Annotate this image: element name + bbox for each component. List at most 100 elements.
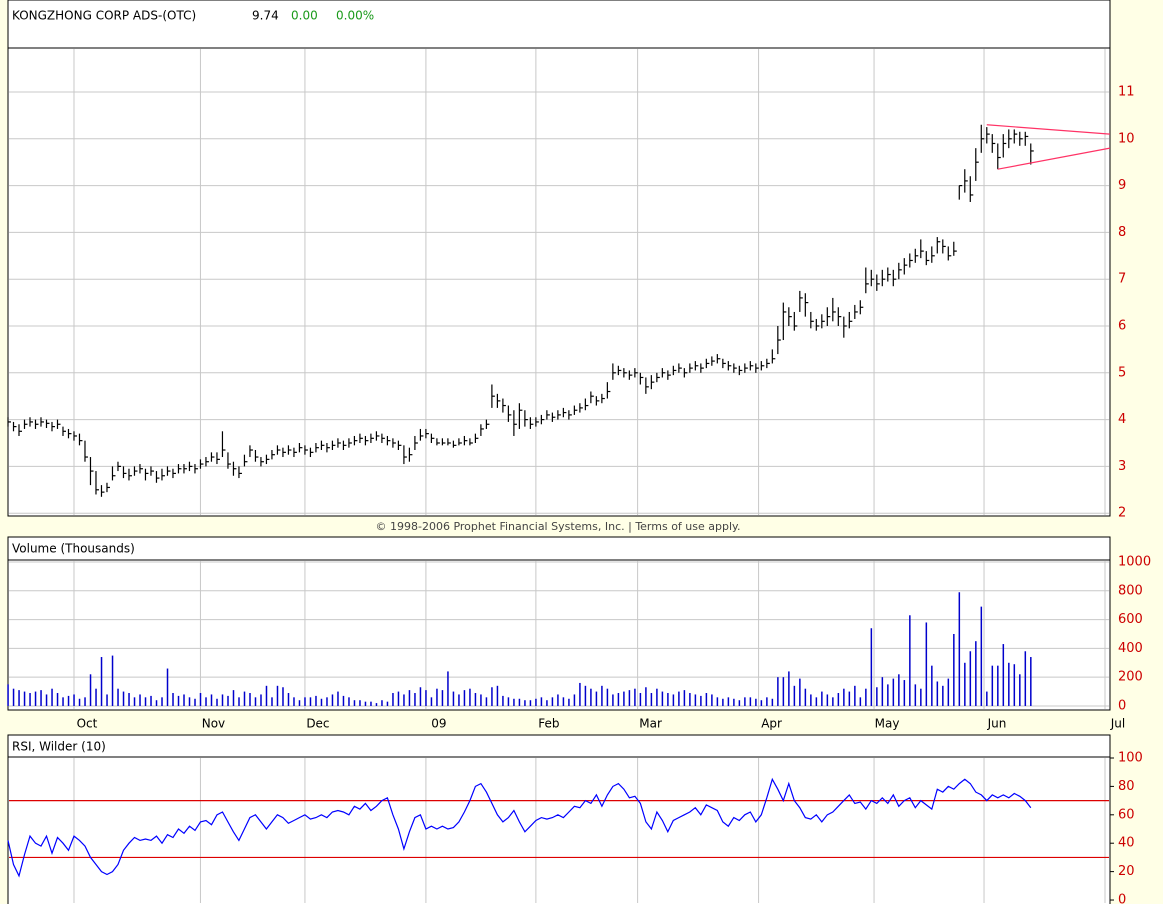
volume-bar [617,693,620,706]
trend-line [997,147,1111,170]
volume-bar [546,700,548,706]
volume-bar [392,693,394,706]
volume-bar [755,698,757,706]
volume-bar [914,684,917,706]
volume-bar [634,688,636,706]
volume-bar [843,688,845,706]
volume-bar [953,633,955,706]
volume-bar [876,687,878,706]
volume-bar [414,693,416,706]
volume-bar [738,700,741,706]
volume-bar [936,681,939,706]
volume-bar [221,694,224,706]
volume-bar [117,688,119,706]
volume-bar [408,690,411,706]
volume-bar [337,691,339,706]
volume-bar [150,695,152,706]
volume-bar [832,697,834,706]
volume-bar [375,703,378,706]
volume-bar [623,691,625,706]
y-tick-label: 60 [1118,807,1135,822]
volume-bar [711,694,713,706]
volume-bar [177,695,180,706]
volume-bar [744,697,746,706]
volume-bar [1030,657,1032,706]
volume-bar [678,691,680,706]
volume-bar [590,688,592,706]
volume-bar [595,691,598,706]
volume-bar [524,700,526,706]
volume-bar [837,693,840,706]
volume-bar [969,651,972,706]
x-tick-label: Oct [77,717,98,731]
volume-bar [216,698,218,706]
volume-bar [865,688,867,706]
x-tick-label: Jun [987,717,1007,731]
volume-bar [733,698,735,706]
volume-bar [628,690,631,706]
volume-bar [474,693,477,706]
header-change-pct: 0.00% [336,9,374,23]
volume-bar [601,685,603,706]
volume-bar [452,691,455,706]
volume-bar [260,694,262,706]
volume-bar [298,700,301,706]
y-tick-label: 4 [1118,412,1126,427]
volume-bar [67,695,70,706]
volume-bar [469,688,471,706]
volume-bar [243,691,246,706]
x-tick-label: Mar [639,717,662,731]
volume-bar [656,688,658,706]
volume-bar [282,687,284,706]
volume-bar [788,671,790,706]
volume-bar [436,688,438,706]
volume-bar [573,694,576,706]
volume-bar [320,698,323,706]
y-tick-label: 6 [1118,318,1126,333]
volume-bar [766,697,768,706]
volume-bar [925,622,928,706]
copyright: © 1998-2006 Prophet Financial Systems, I… [376,520,741,533]
volume-bar [315,695,317,706]
volume-bar [997,665,999,706]
volume-bar [441,690,444,706]
volume-bar [507,697,510,706]
volume-bar [381,700,383,706]
x-tick-label: Nov [202,717,225,731]
volume-bar [1013,664,1016,706]
volume-bar [491,687,493,706]
volume-bar [551,697,554,706]
y-tick-label: 5 [1118,365,1126,380]
volume-bar [799,678,801,706]
volume-bar [1002,644,1005,706]
volume-bar [826,694,829,706]
volume-panel [7,536,1111,711]
volume-bar [991,665,994,706]
y-tick-label: 0 [1118,698,1126,713]
y-tick-label: 8 [1118,225,1126,240]
volume-bar [513,698,515,706]
volume-bar [364,701,367,706]
volume-bar [859,697,862,706]
volume-bar [155,700,158,706]
volume-bar [958,592,961,706]
volume-bar [1019,674,1021,706]
volume-bar [227,695,229,706]
volume-bar [529,700,532,706]
volume-bar [694,694,697,706]
volume-bar [199,693,202,706]
volume-bar [40,690,42,706]
y-tick-label: 400 [1118,641,1143,656]
volume-bar [265,685,268,706]
volume-bar [271,697,273,706]
volume-bar [161,697,163,706]
volume-bar [122,691,125,706]
y-tick-label: 3 [1118,459,1126,474]
x-tick-label: Jul [1110,717,1125,731]
x-tick-label: 09 [431,717,446,731]
volume-bar [293,697,295,706]
volume-bar [100,657,103,706]
volume-bar [535,698,537,706]
volume-bar [898,674,900,706]
rsi-title: RSI, Wilder (10) [12,740,106,754]
